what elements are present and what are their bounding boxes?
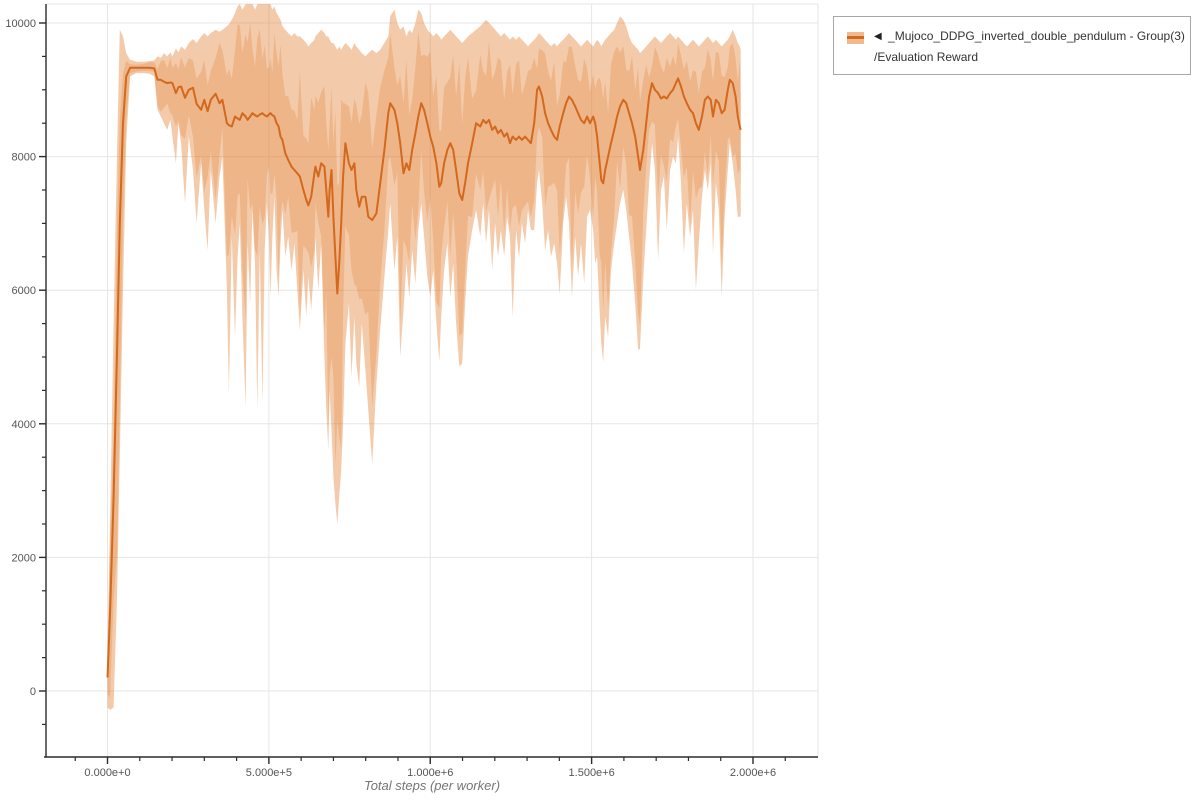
x-tick-label: 1.000e+6 xyxy=(407,767,453,779)
band-area-inner xyxy=(107,22,741,698)
y-tick-label: 10000 xyxy=(5,18,36,30)
legend-series-name: _Mujoco_DDPG_inverted_double_pendulum - … xyxy=(888,29,1185,43)
y-tick-label: 8000 xyxy=(12,152,36,164)
band-area xyxy=(107,4,741,710)
gridlines xyxy=(46,3,819,757)
legend-series-swatch xyxy=(847,32,864,44)
legend-metric-name: /Evaluation Reward xyxy=(874,50,979,64)
x-tick-label: 1.500e+6 xyxy=(569,767,615,779)
legend[interactable]: ◀ _Mujoco_DDPG_inverted_double_pendulum … xyxy=(833,16,1191,75)
y-axis-ticks: 0 2000 4000 6000 8000 10000 xyxy=(5,18,46,726)
x-tick-label: 2.000e+6 xyxy=(730,767,776,779)
collapse-triangle-icon[interactable]: ◀ xyxy=(874,31,882,42)
mean-line xyxy=(106,66,742,678)
y-tick-label: 4000 xyxy=(12,419,36,431)
y-tick-label: 2000 xyxy=(12,552,36,564)
x-axis-label: Total steps (per worker) xyxy=(364,778,500,793)
legend-swatch-line xyxy=(847,36,864,39)
y-tick-label: 0 xyxy=(30,686,36,698)
x-tick-label: 0.000e+0 xyxy=(84,767,130,779)
x-axis-ticks: 0.000e+0 5.000e+5 1.000e+6 1.500e+6 2.000e+6 xyxy=(74,757,786,779)
x-tick-label: 5.000e+5 xyxy=(246,767,292,779)
y-tick-label: 6000 xyxy=(12,285,36,297)
